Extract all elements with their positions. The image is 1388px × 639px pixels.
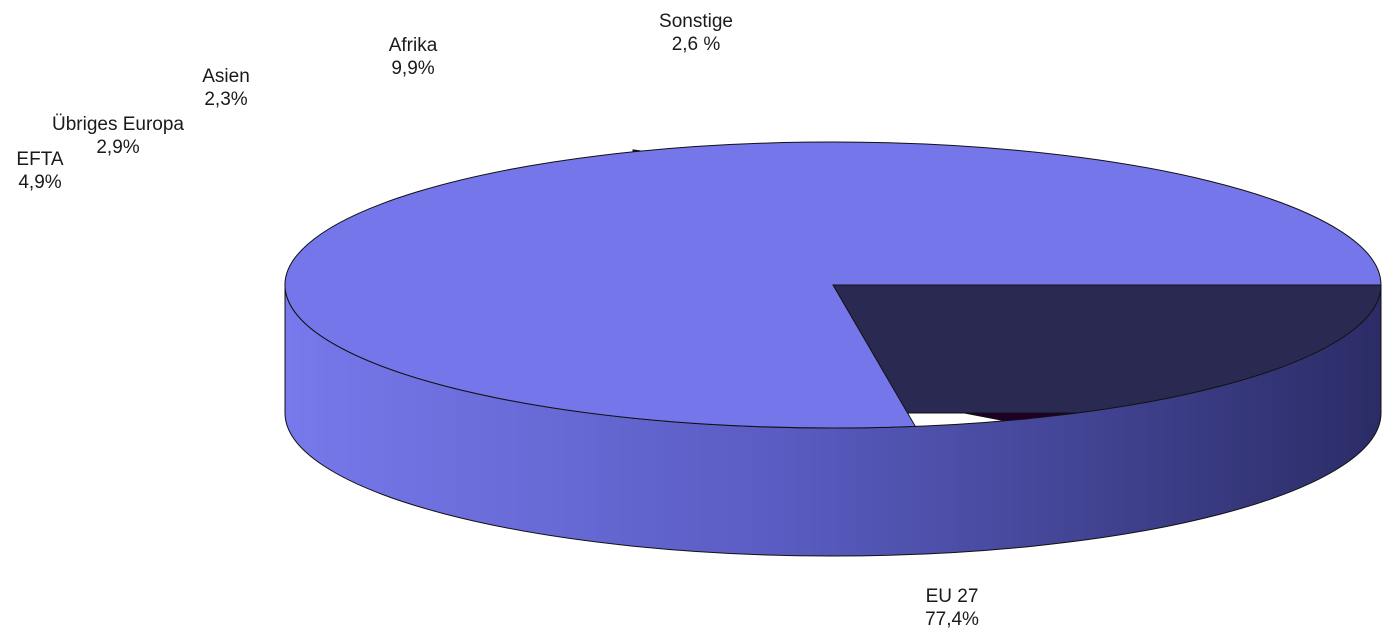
label-ubriges-europa: Übriges Europa 2,9%: [52, 114, 184, 158]
pie-slices: [284, 141, 1382, 557]
label-afrika-name: Afrika: [389, 35, 438, 56]
label-ubriges-europa-value: 2,9%: [96, 137, 139, 158]
label-sonstige-name: Sonstige: [659, 11, 733, 32]
slice-eu-27: [284, 141, 1382, 557]
label-efta-value: 4,9%: [18, 172, 61, 193]
label-efta: EFTA 4,9%: [16, 149, 63, 193]
label-asien-value: 2,3%: [204, 89, 247, 110]
label-eu-27-value: 77,4%: [925, 609, 979, 630]
label-efta-name: EFTA: [16, 149, 63, 170]
label-afrika-value: 9,9%: [391, 58, 434, 79]
label-sonstige: Sonstige 2,6 %: [659, 11, 733, 55]
slice-eu-27-top: [284, 141, 1382, 429]
pie-labels: EU 27 77,4%Sonstige 2,6 %Afrika 9,9%Asien 2,…: [16, 11, 979, 630]
label-sonstige-value: 2,6 %: [672, 34, 721, 55]
label-eu-27: EU 27 77,4%: [925, 586, 979, 630]
slice-eu-27-outer-wall: [284, 284, 1382, 557]
label-asien: Asien 2,3%: [202, 66, 250, 110]
label-asien-name: Asien: [202, 66, 250, 87]
label-eu-27-name: EU 27: [926, 586, 979, 607]
label-ubriges-europa-name: Übriges Europa: [52, 114, 184, 135]
label-afrika: Afrika 9,9%: [389, 35, 438, 79]
